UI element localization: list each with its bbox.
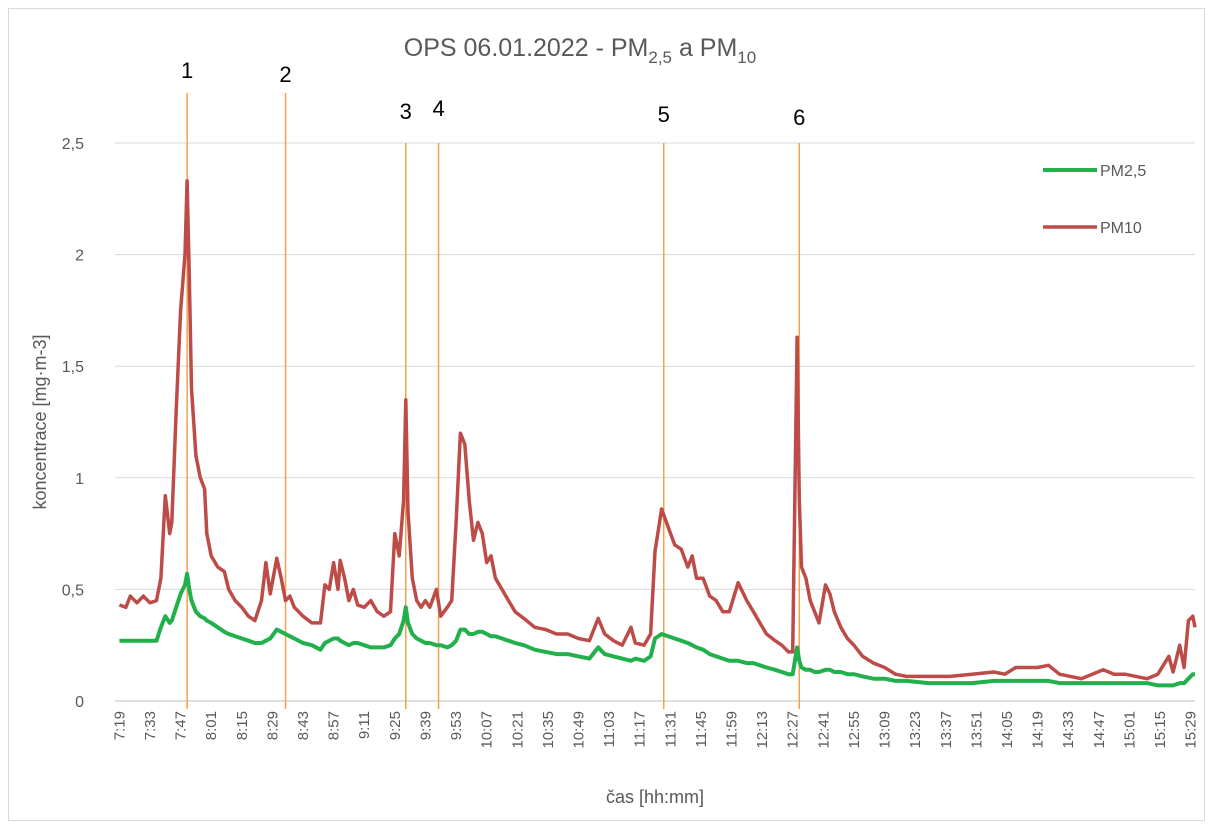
x-tick-label: 9:11 [356,711,373,739]
legend-label: PM2,5 [1100,163,1146,180]
x-tick-label: 9:53 [448,711,465,740]
title-sub: 2,5 [648,48,672,67]
x-tick-label: 13:23 [907,711,924,749]
series-line [118,179,1197,681]
y-tick-label: 2,5 [62,136,84,153]
x-tick-label: 15:15 [1152,711,1169,749]
x-axis-label: čas [hh:mm] [606,787,704,807]
chart-border [8,8,1205,821]
x-tick-label: 8:29 [264,711,281,740]
x-tick-label: 14:05 [999,711,1016,749]
annotation-label: 1 [181,58,193,83]
x-tick-label: 11:17 [632,711,649,747]
x-tick-label: 7:19 [111,711,128,740]
x-tick-label: 8:01 [203,711,220,740]
x-tick-label: 10:35 [540,711,557,749]
x-tick-label: 8:15 [234,711,251,740]
y-tick-label: 1,5 [62,359,84,376]
x-tick-label: 13:37 [938,711,955,749]
chart-title: OPS 06.01.2022 - PM2,5 a PM10 [404,34,756,67]
x-tick-label: 14:19 [1030,711,1047,749]
x-tick-label: 10:07 [479,711,496,749]
x-tick-label: 13:51 [968,711,985,749]
x-tick-label: 7:47 [173,711,190,740]
x-tick-label: 14:33 [1060,711,1077,749]
title-sub: 10 [737,48,756,67]
x-tick-label: 8:57 [326,711,343,740]
x-tick-label: 11:45 [693,711,710,747]
x-tick-label: 11:03 [601,711,618,747]
x-tick-label: 14:47 [1091,711,1108,749]
x-tick-label: 12:41 [815,711,832,749]
x-tick-label: 8:43 [295,711,312,740]
x-tick-label: 11:59 [724,711,741,747]
y-tick-label: 2 [75,248,84,265]
x-tick-label: 11:31 [662,711,679,747]
series-line [119,571,1195,688]
x-tick-label: 7:33 [142,711,159,740]
x-tick-label: 10:49 [570,711,587,749]
title-part: a PM [672,34,737,62]
x-tick-label: 10:21 [509,711,526,749]
x-tick-label: 12:55 [846,711,863,749]
y-tick-label: 0 [75,694,84,711]
y-tick-label: 0,5 [62,582,84,599]
legend-label: PM10 [1100,220,1142,237]
x-tick-label: 12:13 [754,711,771,749]
title-part: OPS 06.01.2022 - PM [404,34,649,62]
annotation-label: 4 [432,96,444,121]
x-tick-label: 15:01 [1121,711,1138,749]
annotation-label: 3 [400,99,412,124]
x-tick-label: 15:29 [1183,711,1200,749]
x-tick-label: 9:25 [387,711,404,740]
x-tick-label: 9:39 [417,711,434,740]
annotation-label: 5 [658,102,670,127]
annotation-label: 2 [279,62,291,87]
annotation-label: 6 [793,105,805,130]
y-tick-label: 1 [75,471,84,488]
x-tick-label: 12:27 [785,711,802,749]
y-axis-label: koncentrace [mg·m-3] [30,334,50,509]
x-tick-label: 13:09 [877,711,894,749]
